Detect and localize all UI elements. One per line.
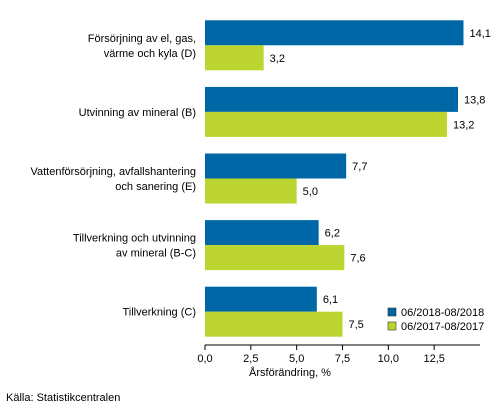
value-label: 6,2 [325, 228, 340, 240]
x-tick-label: 7,5 [335, 353, 350, 365]
bar-series-2018-cat-4 [205, 220, 319, 246]
category-labels-layer: Försörjning av el, gas, värme och kyla (D… [30, 33, 196, 319]
x-tick-label: 12,5 [423, 353, 444, 365]
value-label: 3,2 [270, 53, 285, 65]
source-note: Källa: Statistikcentralen [6, 392, 121, 404]
value-label: 13,8 [464, 94, 485, 106]
x-tick-label: 2,5 [243, 353, 258, 365]
category-label-line: Tillverkning (C) [122, 307, 196, 319]
category-label: Tillverkning (C) [122, 307, 196, 319]
value-label: 6,1 [323, 294, 338, 306]
x-tick-label: 10,0 [378, 353, 399, 365]
bar-series-2017-cat-2 [205, 111, 447, 137]
bar-series-2017-cat-5 [205, 311, 343, 337]
value-label: 7,7 [352, 161, 367, 173]
legend-swatch [387, 307, 397, 317]
bar-series-2018-cat-2 [205, 86, 458, 112]
category-label-line: Utvinning av mineral (B) [79, 107, 196, 119]
value-label: 13,2 [453, 119, 474, 131]
x-tick-label: 0,0 [197, 353, 212, 365]
x-axis-title: Årsförändring, % [249, 366, 331, 379]
bar-series-2018-cat-5 [205, 286, 317, 312]
category-label: Tillverkning och utvinning av mineral (B-… [73, 233, 196, 260]
legend: 06/2018-08/2018 06/2017-08/2017 [387, 307, 484, 333]
bar-series-2018-cat-3 [205, 153, 347, 179]
category-label: Utvinning av mineral (B) [79, 107, 196, 119]
category-label: Vattenförsörjning, avfallshantering och s… [30, 166, 196, 193]
category-label-line: Försörjning av el, gas, [88, 33, 196, 45]
bar-series-2017-cat-1 [205, 45, 264, 71]
bar-series-2017-cat-4 [205, 245, 345, 271]
value-label: 5,0 [303, 186, 318, 198]
category-label-line: Tillverkning och utvinning [73, 233, 196, 245]
category-label: Försörjning av el, gas, värme och kyla (D… [88, 33, 196, 60]
bars-layer [205, 20, 464, 337]
category-label-line: och sanering (E) [115, 181, 196, 193]
x-tick-label: 5,0 [289, 353, 304, 365]
bar-series-2017-cat-3 [205, 178, 297, 204]
category-label-line: av mineral (B-C) [116, 248, 196, 260]
category-label-line: Vattenförsörjning, avfallshantering [30, 166, 196, 178]
category-label-line: värme och kyla (D) [104, 48, 196, 60]
bar-series-2018-cat-1 [205, 20, 464, 46]
legend-label: 06/2018-08/2018 [401, 307, 484, 319]
value-labels-layer: 14,1 3,2 13,8 13,2 7,7 5,0 6,2 7,6 6,1 7,5 [270, 28, 491, 331]
x-axis: 0,0 2,5 5,0 7,5 10,0 12,5 [197, 344, 480, 365]
value-label: 14,1 [470, 28, 491, 40]
legend-swatch [387, 321, 397, 331]
legend-label: 06/2017-08/2017 [401, 321, 484, 333]
value-label: 7,5 [349, 319, 364, 331]
value-label: 7,6 [350, 253, 365, 265]
